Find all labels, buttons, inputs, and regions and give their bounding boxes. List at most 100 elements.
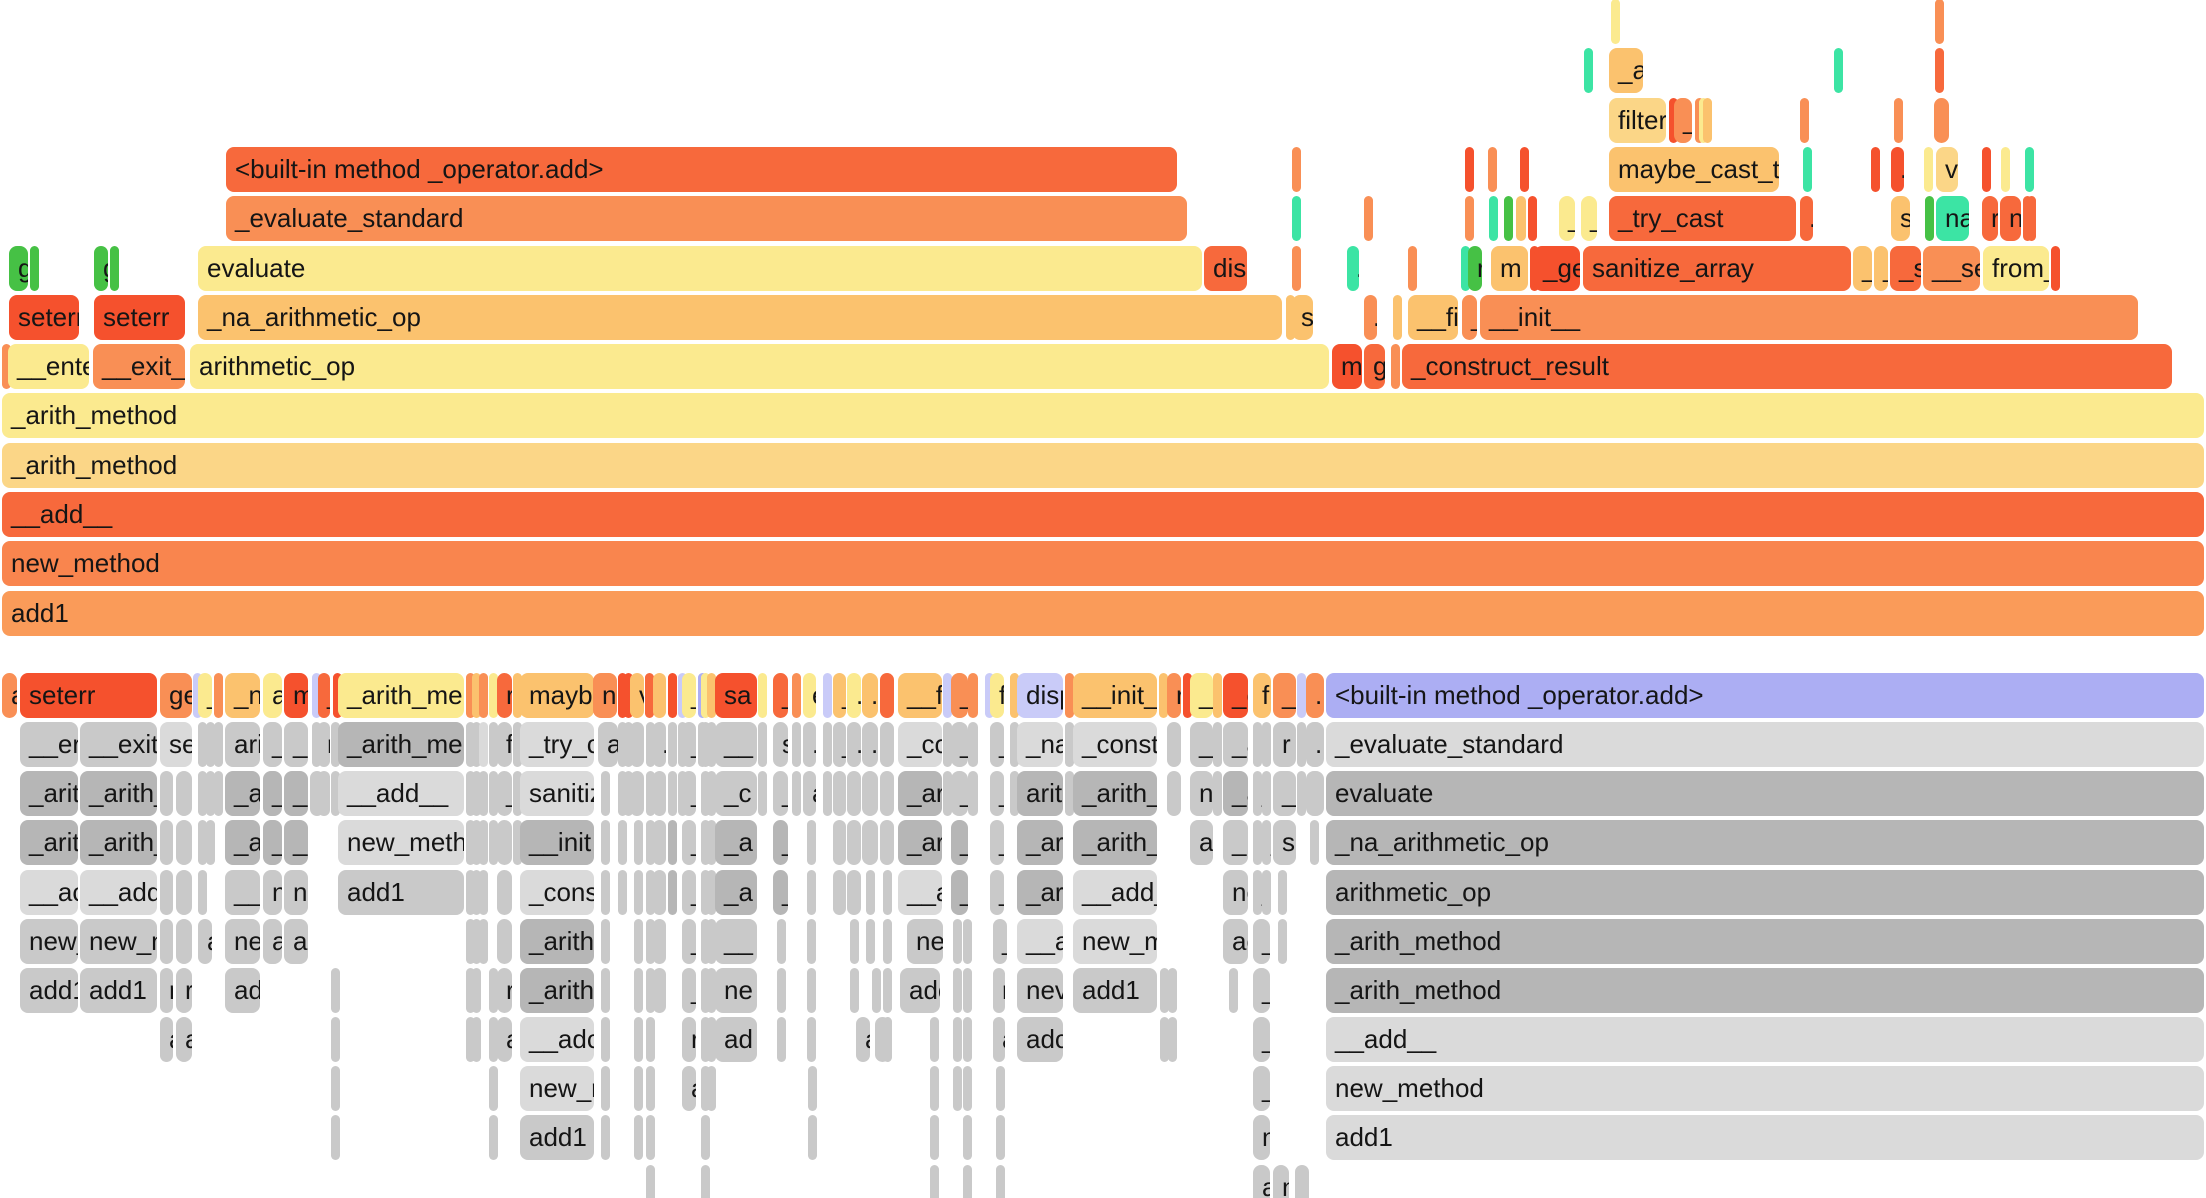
- frame-add[interactable]: __add__: [1326, 1017, 2204, 1063]
- frame-sliver[interactable]: [1167, 771, 1181, 817]
- frame-n[interactable]: n: [1253, 1115, 1270, 1161]
- frame-sliver[interactable]: [497, 869, 512, 915]
- frame-m[interactable]: m: [283, 673, 308, 718]
- frame-sliver[interactable]: [880, 673, 894, 718]
- frame-add[interactable]: __add__: [338, 771, 464, 817]
- frame-se[interactable]: __se: [1923, 245, 1980, 291]
- frame-g[interactable]: g: [94, 245, 108, 291]
- frame-ge[interactable]: _ge: [1534, 245, 1580, 291]
- frame-sliver[interactable]: [466, 1017, 475, 1063]
- frame-sliver[interactable]: [757, 771, 767, 817]
- frame-s[interactable]: s: [1891, 196, 1910, 242]
- frame-sliver[interactable]: [1584, 48, 1593, 94]
- frame-sliver[interactable]: [943, 722, 952, 768]
- frame-add[interactable]: __add: [80, 869, 157, 915]
- frame-sliver[interactable]: [930, 1017, 939, 1063]
- frame-sliver[interactable]: [1167, 722, 1181, 768]
- frame-sliver[interactable]: [953, 1066, 962, 1112]
- frame-[interactable]: _: [1559, 196, 1575, 242]
- frame-sliver[interactable]: [1183, 673, 1192, 718]
- frame-va[interactable]: va: [1936, 146, 1958, 192]
- frame-sliver[interactable]: [807, 918, 816, 964]
- frame-sliver[interactable]: [479, 771, 488, 817]
- frame-sliver[interactable]: [1803, 146, 1812, 192]
- frame-[interactable]: _: [682, 869, 696, 915]
- frame-add1[interactable]: add1: [1, 590, 2204, 636]
- frame-sliver[interactable]: [205, 820, 215, 866]
- frame-sanitiz[interactable]: sanitiz: [520, 771, 594, 817]
- frame-sliver[interactable]: [193, 673, 202, 718]
- frame-arith-method[interactable]: _arith_method: [1326, 967, 2204, 1013]
- frame-sliver[interactable]: [707, 967, 716, 1013]
- frame-new-m[interactable]: new_m: [1073, 918, 1157, 964]
- frame-sliver[interactable]: [646, 1164, 655, 1198]
- frame-[interactable]: .: [1800, 196, 1813, 242]
- frame-new-r[interactable]: new_r: [520, 1066, 594, 1112]
- frame-r[interactable]: r: [176, 967, 192, 1013]
- frame-sliver[interactable]: [963, 918, 972, 964]
- frame-fi[interactable]: fi: [1262, 722, 1271, 768]
- frame-m[interactable]: m: [1262, 771, 1271, 817]
- frame-adc[interactable]: adc: [1017, 1017, 1063, 1063]
- frame-sliver[interactable]: [489, 1017, 498, 1063]
- frame-sliver[interactable]: [634, 918, 643, 964]
- frame-[interactable]: _: [318, 673, 330, 718]
- frame-sliver[interactable]: [512, 722, 522, 768]
- frame-sliver[interactable]: [1834, 48, 1843, 94]
- frame-sliver[interactable]: [479, 869, 488, 915]
- frame-sliver[interactable]: [1159, 673, 1168, 718]
- frame-sliver[interactable]: [963, 967, 972, 1013]
- frame-[interactable]: _: [773, 673, 788, 718]
- frame-s[interactable]: s: [1292, 294, 1313, 340]
- frame-n[interactable]: n: [2000, 196, 2021, 242]
- frame-sliver[interactable]: [701, 673, 710, 718]
- frame-sliver[interactable]: [331, 1066, 340, 1112]
- frame-sliver[interactable]: [943, 673, 952, 718]
- frame-[interactable]: .: [653, 722, 666, 768]
- frame-[interactable]: _: [951, 722, 968, 768]
- frame-sliver[interactable]: [953, 1017, 962, 1063]
- frame-[interactable]: _: [682, 918, 696, 964]
- frame-[interactable]: _: [773, 820, 788, 866]
- frame-sliver[interactable]: [472, 820, 481, 866]
- frame-g[interactable]: g: [8, 245, 28, 291]
- frame-sliver[interactable]: [985, 673, 994, 718]
- frame-sliver[interactable]: [757, 722, 767, 768]
- frame-sliver[interactable]: [489, 673, 498, 718]
- frame-maybe-cast-t[interactable]: maybe_cast_t: [1609, 146, 1779, 192]
- frame-f[interactable]: __f: [898, 673, 942, 718]
- frame-[interactable]: _: [1253, 869, 1262, 915]
- frame-[interactable]: _: [990, 771, 1004, 817]
- frame-sliver[interactable]: [968, 722, 978, 768]
- frame-sliver[interactable]: [963, 1066, 972, 1112]
- frame-s[interactable]: s: [1262, 869, 1271, 915]
- frame-sliver[interactable]: [176, 918, 192, 964]
- frame-a[interactable]: _a: [715, 820, 757, 866]
- frame-a[interactable]: a: [497, 1017, 512, 1063]
- frame-r[interactable]: r: [497, 673, 512, 718]
- frame-sliver[interactable]: [630, 771, 644, 817]
- frame-enter[interactable]: __enter_: [7, 344, 89, 390]
- frame-new[interactable]: new_: [20, 918, 78, 964]
- frame-sliver[interactable]: [2051, 245, 2060, 291]
- frame-disp[interactable]: disp: [1017, 673, 1063, 718]
- frame-a[interactable]: _a: [715, 869, 757, 915]
- frame-r[interactable]: r: [1982, 196, 1998, 242]
- frame-[interactable]: _: [951, 673, 968, 718]
- frame-arith[interactable]: _arith_: [80, 820, 157, 866]
- frame-[interactable]: _: [833, 722, 846, 768]
- frame-[interactable]: _: [497, 771, 512, 817]
- frame-r[interactable]: r: [1167, 673, 1181, 718]
- frame-a[interactable]: a: [263, 918, 282, 964]
- frame-sliver[interactable]: [701, 722, 710, 768]
- frame-[interactable]: _: [263, 722, 282, 768]
- frame-sliver[interactable]: [808, 1115, 817, 1161]
- frame-evaluate-standard[interactable]: _evaluate_standard: [1326, 722, 2204, 768]
- frame-sliver[interactable]: [1160, 967, 1169, 1013]
- frame-r[interactable]: r: [1273, 722, 1296, 768]
- frame-sliver[interactable]: [653, 771, 666, 817]
- frame-arith-method[interactable]: _arith_method: [1, 393, 2204, 439]
- frame-sliver[interactable]: [489, 771, 498, 817]
- frame-sliver[interactable]: [318, 771, 330, 817]
- frame-const[interactable]: _const: [1073, 722, 1157, 768]
